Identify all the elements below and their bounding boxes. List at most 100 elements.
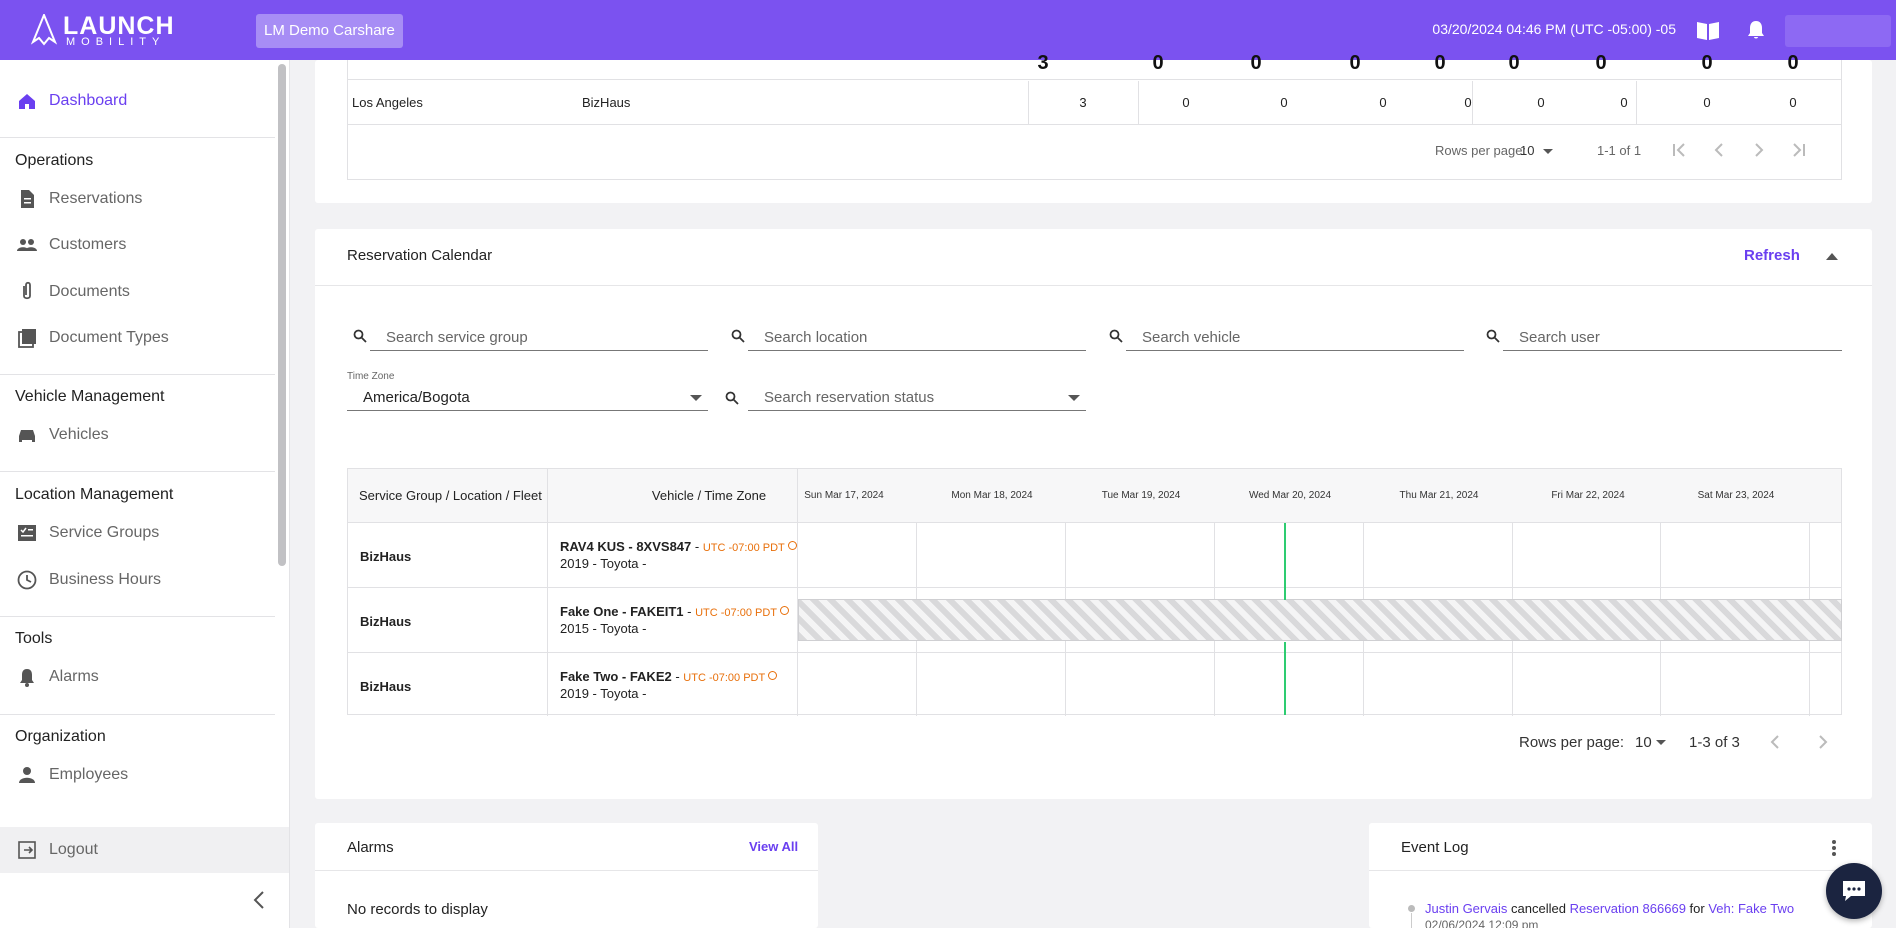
divider (315, 870, 818, 871)
section-location-management: Location Management (15, 486, 174, 503)
value-cell: 0 (1703, 95, 1711, 110)
sidebar-item-employees[interactable]: Employees (0, 755, 275, 795)
search-icon (1486, 329, 1500, 343)
event-reservation-link[interactable]: Reservation 866669 (1569, 901, 1686, 916)
section-tools: Tools (15, 630, 53, 647)
time-zone-select[interactable]: America/Bogota (347, 385, 708, 411)
sidebar: Dashboard Operations Reservations Custom… (0, 60, 290, 928)
sidebar-item-label: Service Groups (49, 524, 160, 541)
next-page-icon[interactable] (1813, 732, 1833, 752)
timeline-dot (1408, 905, 1415, 912)
sidebar-scrollbar[interactable] (278, 64, 286, 566)
service-group-cell: BizHaus (360, 679, 412, 694)
rows-per-page-select[interactable]: 10 (1520, 143, 1535, 158)
divider (1369, 870, 1872, 871)
chevron-down-icon[interactable] (1656, 740, 1666, 745)
event-vehicle-link[interactable]: Veh: Fake Two (1708, 901, 1795, 916)
vehicle-cell[interactable]: Fake One - FAKEIT1 - UTC -07:00 PDT 2015… (560, 604, 790, 636)
current-datetime: 03/20/2024 04:46 PM (UTC -05:00) -05 (1432, 21, 1676, 37)
refresh-button[interactable]: Refresh (1744, 247, 1800, 264)
value-cell: 3 (1079, 95, 1087, 110)
checklist-icon (18, 525, 36, 541)
vehicle-name: Fake One - FAKEIT1 (560, 604, 684, 619)
location-search-input[interactable] (748, 325, 1086, 349)
paperclip-icon (23, 281, 31, 300)
sidebar-item-label: Business Hours (49, 571, 162, 588)
user-search-input[interactable] (1503, 325, 1842, 349)
location-cell: Los Angeles (352, 95, 423, 110)
day-header: Sat Mar 23, 2024 (1697, 490, 1775, 501)
header-value: 0 (1349, 52, 1361, 74)
first-page-icon[interactable] (1669, 140, 1689, 160)
bell-icon[interactable] (1743, 18, 1769, 42)
next-page-icon[interactable] (1749, 140, 1769, 160)
unavailable-block[interactable] (798, 599, 1842, 641)
vehicle-timezone: UTC -07:00 PDT (695, 607, 778, 619)
rows-per-page-select[interactable]: 10 (1635, 734, 1652, 751)
more-vert-icon[interactable] (1831, 839, 1837, 857)
collapse-caret-icon[interactable] (1825, 251, 1839, 261)
chat-button[interactable] (1826, 863, 1882, 919)
pagination-range: 1-3 of 3 (1689, 734, 1740, 751)
prev-page-icon[interactable] (1709, 140, 1729, 160)
divider (0, 471, 275, 472)
launch-mobility-logo[interactable]: LAUNCH MOBILITY (30, 12, 180, 48)
calendar-row[interactable]: BizHaus RAV4 KUS - 8XVS847 - UTC -07:00 … (348, 523, 1841, 588)
last-page-icon[interactable] (1789, 140, 1809, 160)
table-row[interactable]: Los Angeles BizHaus 3 0 0 0 0 0 0 0 0 (348, 81, 1841, 125)
day-header: Mon Mar 18, 2024 (951, 490, 1033, 501)
summary-table-card: 3 0 0 0 0 0 0 0 0 Los Angeles BizHaus 3 … (315, 52, 1872, 203)
sidebar-item-dashboard[interactable]: Dashboard (0, 81, 275, 121)
chevron-left-icon[interactable] (248, 888, 272, 912)
divider (0, 616, 275, 617)
sidebar-item-label: Alarms (49, 668, 99, 685)
event-prep: for (1689, 901, 1705, 916)
header-value: 0 (1701, 52, 1713, 74)
sidebar-item-alarms[interactable]: Alarms (0, 657, 275, 697)
alarms-card: Alarms View All No records to display (315, 823, 818, 928)
time-zone-value: America/Bogota (363, 389, 470, 406)
sidebar-item-document-types[interactable]: Document Types (0, 318, 275, 358)
chat-icon (1843, 881, 1865, 901)
col-header-vehicle: Vehicle / Time Zone (651, 488, 767, 503)
alarms-title: Alarms (347, 839, 394, 856)
timeline-line (1411, 913, 1412, 928)
vehicle-search (1109, 325, 1464, 351)
summary-table-header: 3 0 0 0 0 0 0 0 0 (348, 52, 1841, 80)
calendar-row[interactable]: BizHaus Fake One - FAKEIT1 - UTC -07:00 … (348, 588, 1842, 653)
sidebar-item-label: Reservations (49, 190, 143, 207)
summary-table: 3 0 0 0 0 0 0 0 0 Los Angeles BizHaus 3 … (347, 52, 1842, 180)
clock-icon (780, 606, 790, 615)
view-all-link[interactable]: View All (749, 839, 799, 854)
vehicle-cell[interactable]: Fake Two - FAKE2 - UTC -07:00 PDT 2019 -… (560, 669, 778, 701)
header-value: 0 (1250, 52, 1262, 74)
rows-per-page-label: Rows per page: (1435, 143, 1527, 158)
header-value: 0 (1787, 52, 1799, 74)
user-menu[interactable] (1785, 15, 1891, 47)
chevron-down-icon (690, 395, 702, 401)
event-user-link[interactable]: Justin Gervais (1425, 901, 1508, 916)
sidebar-item-service-groups[interactable]: Service Groups (0, 513, 275, 553)
book-icon[interactable] (1695, 18, 1721, 42)
brand-name: LAUNCH (63, 12, 175, 40)
sidebar-item-business-hours[interactable]: Business Hours (0, 560, 275, 600)
sidebar-item-reservations[interactable]: Reservations (0, 179, 275, 219)
sidebar-item-documents[interactable]: Documents (0, 272, 275, 312)
chevron-down-icon[interactable] (1543, 149, 1553, 154)
vehicle-name: RAV4 KUS - 8XVS847 (560, 539, 692, 554)
divider (1472, 81, 1473, 125)
reservation-status-select[interactable]: Search reservation status (725, 385, 1086, 411)
sidebar-item-label: Document Types (49, 329, 169, 346)
service-group-search-input[interactable] (370, 325, 708, 349)
vehicle-cell[interactable]: RAV4 KUS - 8XVS847 - UTC -07:00 PDT 2019… (560, 539, 797, 571)
sidebar-item-customers[interactable]: Customers (0, 225, 275, 265)
vehicle-details: 2015 - Toyota - (560, 621, 647, 636)
org-switcher[interactable]: LM Demo Carshare (256, 14, 403, 48)
sidebar-item-vehicles[interactable]: Vehicles (0, 415, 275, 455)
calendar-row[interactable]: BizHaus Fake Two - FAKE2 - UTC -07:00 PD… (348, 653, 1841, 718)
vehicle-search-input[interactable] (1126, 325, 1464, 349)
pagination-range: 1-1 of 1 (1597, 143, 1642, 158)
logout-button[interactable]: Logout (0, 827, 289, 873)
prev-page-icon[interactable] (1765, 732, 1785, 752)
today-marker (1284, 523, 1286, 600)
